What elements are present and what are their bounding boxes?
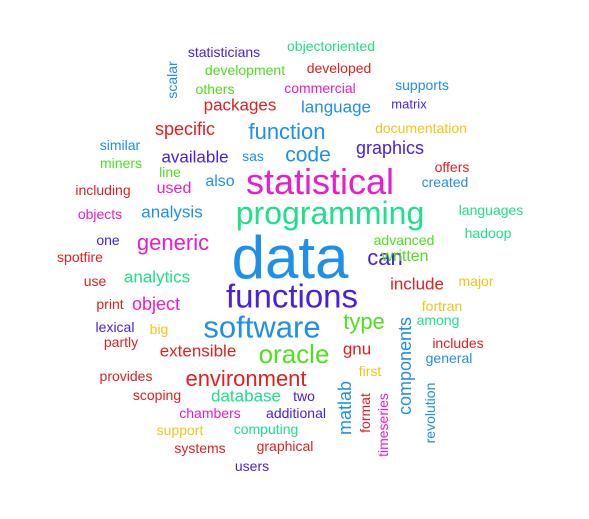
word-chambers: chambers — [179, 405, 241, 421]
word-big: big — [149, 321, 169, 337]
word-components: components — [395, 316, 415, 416]
word-one: one — [96, 232, 120, 248]
word-major: major — [458, 273, 494, 289]
word-extensible: extensible — [159, 341, 237, 361]
word-data: data — [231, 224, 349, 291]
word-analysis: analysis — [141, 202, 203, 222]
word-spotfire: spotfire — [57, 249, 103, 265]
word-computing: computing — [233, 421, 299, 437]
word-matrix: matrix — [391, 96, 427, 112]
word-sas: sas — [242, 148, 264, 164]
word-two: two — [293, 388, 315, 404]
word-support: support — [156, 422, 204, 438]
word-among: among — [416, 312, 460, 328]
word-fortran: fortran — [421, 298, 463, 314]
word-programming: programming — [235, 195, 425, 231]
word-graphics: graphics — [355, 138, 425, 158]
word-revolution: revolution — [422, 382, 438, 444]
word-also: also — [205, 173, 235, 190]
word-statisticians: statisticians — [187, 44, 261, 60]
word-objects: objects — [77, 206, 123, 222]
word-additional: additional — [266, 405, 326, 421]
word-gnu: gnu — [342, 339, 372, 359]
word-offers: offers — [434, 159, 470, 175]
word-graphical: graphical — [256, 438, 314, 454]
word-include: include — [390, 274, 444, 294]
word-general: general — [425, 350, 473, 366]
word-statistical: statistical — [245, 161, 395, 202]
word-created: created — [421, 174, 469, 190]
word-can: can — [367, 245, 403, 270]
word-used: used — [156, 180, 192, 197]
word-matlab: matlab — [335, 380, 355, 436]
word-language: language — [301, 97, 371, 117]
word-objectoriented: objectoriented — [287, 38, 375, 54]
word-lexical: lexical — [95, 319, 135, 335]
word-line: line — [159, 164, 181, 180]
word-object: object — [131, 294, 181, 314]
word-analytics: analytics — [123, 267, 191, 287]
word-commercial: commercial — [284, 80, 356, 96]
word-scoping: scoping — [132, 387, 182, 403]
word-specific: specific — [154, 119, 216, 139]
word-software: software — [203, 309, 321, 345]
word-languages: languages — [458, 202, 524, 218]
word-code: code — [285, 143, 331, 167]
word-functions: functions — [225, 277, 359, 315]
word-format: format — [357, 393, 373, 433]
word-includes: includes — [432, 335, 484, 351]
word-use: use — [83, 273, 107, 289]
word-including: including — [75, 182, 131, 198]
word-users: users — [234, 458, 270, 474]
word-environment: environment — [185, 366, 307, 391]
word-generic: generic — [136, 230, 210, 255]
word-packages: packages — [203, 95, 277, 115]
word-scalar: scalar — [164, 61, 180, 99]
word-developed: developed — [306, 60, 372, 76]
word-partly: partly — [103, 334, 139, 350]
word-similar: similar — [99, 137, 141, 153]
word-advanced: advanced — [373, 232, 435, 248]
word-oracle: oracle — [258, 339, 330, 369]
word-print: print — [96, 296, 124, 312]
word-written: written — [381, 248, 429, 265]
word-timeseries: timeseries — [375, 393, 391, 457]
word-documentation: documentation — [375, 120, 467, 136]
word-database: database — [211, 386, 281, 406]
word-supports: supports — [395, 77, 449, 93]
word-hadoop: hadoop — [464, 225, 512, 241]
word-available: available — [161, 147, 229, 167]
word-others: others — [195, 81, 235, 97]
word-type: type — [343, 309, 385, 334]
word-development: development — [204, 62, 286, 78]
word-first: first — [358, 363, 382, 379]
word-provides: provides — [99, 368, 153, 384]
word-function: function — [248, 119, 326, 144]
word-systems: systems — [174, 440, 226, 456]
word-miners: miners — [99, 155, 143, 171]
